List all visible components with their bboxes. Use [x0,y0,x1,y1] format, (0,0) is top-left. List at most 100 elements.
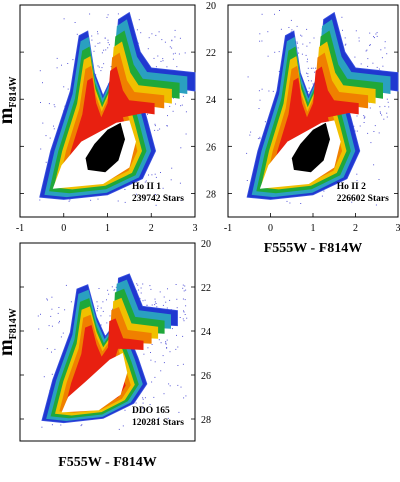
scatter-point [157,129,159,131]
scatter-point [171,47,173,49]
scatter-point [307,91,309,92]
x-tick-label: -1 [224,223,232,234]
scatter-point [375,33,377,35]
scatter-point [133,410,135,412]
scatter-point [278,51,280,53]
scatter-point [51,424,53,426]
scatter-point [91,35,93,37]
scatter-point [310,80,312,82]
scatter-point [162,355,164,357]
scatter-point [102,310,104,312]
scatter-point [365,50,367,52]
scatter-point [185,395,187,397]
scatter-point [158,339,160,341]
scatter-point [103,63,105,65]
scatter-point [257,138,259,140]
scatter-point [183,290,185,292]
scatter-point [138,289,139,291]
scatter-point [154,129,156,131]
scatter-point [174,29,176,31]
scatter-point [183,320,185,322]
y-tick-label: 28 [201,415,211,426]
scatter-point [160,172,161,173]
scatter-point [363,115,365,117]
scatter-point [46,348,48,350]
scatter-point [142,398,144,400]
scatter-point [165,301,167,303]
scatter-point [388,106,390,108]
scatter-point [384,47,386,49]
scatter-point [182,287,184,289]
scatter-point [97,307,98,309]
scatter-point [306,28,308,30]
scatter-point [136,283,138,285]
scatter-point [301,35,303,37]
scatter-point [165,421,167,422]
scatter-point [180,147,182,149]
scatter-point [274,13,275,15]
scatter-point [58,322,60,324]
scatter-point [97,42,99,44]
y-axis-label-sub: F814W [8,308,19,339]
scatter-point [341,16,343,18]
scatter-point [172,53,174,55]
scatter-point [307,58,308,60]
scatter-point [158,31,160,33]
scatter-point [289,202,291,204]
scatter-point [155,66,157,68]
scatter-point [53,125,54,127]
scatter-point [98,288,100,289]
galaxy-name-label: Ho II 1 [132,182,161,192]
scatter-point [384,105,386,107]
x-tick-label: 2 [353,223,358,234]
scatter-point [97,33,99,35]
scatter-point [154,301,156,303]
scatter-point [185,133,187,135]
scatter-point [80,425,82,427]
scatter-point [98,66,100,68]
scatter-point [150,288,152,290]
scatter-point [264,121,266,123]
scatter-point [183,310,184,312]
scatter-point [89,13,91,15]
scatter-point [117,200,119,202]
scatter-point [150,352,151,353]
x-tick-label: -1 [16,223,24,234]
scatter-point [151,381,153,383]
scatter-point [185,289,187,291]
scatter-point [312,83,314,85]
scatter-point [151,33,153,35]
scatter-point [172,110,174,112]
scatter-point [135,402,137,404]
scatter-point [380,49,382,51]
scatter-point [97,198,99,200]
scatter-point [246,152,248,154]
scatter-point [144,397,146,399]
scatter-point [280,28,282,30]
scatter-point [47,299,48,301]
scatter-point [41,426,43,428]
scatter-point [172,58,174,60]
x-tick-label: 2 [149,223,154,234]
scatter-point [246,180,248,181]
scatter-point [160,342,162,344]
scatter-point [136,184,138,186]
scatter-point [42,122,44,124]
scatter-point [155,34,157,36]
scatter-point [94,45,96,47]
scatter-point [369,44,371,46]
scatter-point [162,60,164,62]
scatter-point [107,47,109,49]
scatter-point [50,315,52,317]
scatter-point [185,111,187,113]
y-tick-label: 24 [201,327,211,338]
scatter-point [363,122,365,123]
scatter-point [48,325,50,327]
scatter-point [306,61,308,63]
scatter-point [106,16,108,18]
scatter-point [151,304,153,306]
scatter-point [353,125,355,127]
scatter-point [259,136,261,138]
scatter-point [290,31,292,33]
